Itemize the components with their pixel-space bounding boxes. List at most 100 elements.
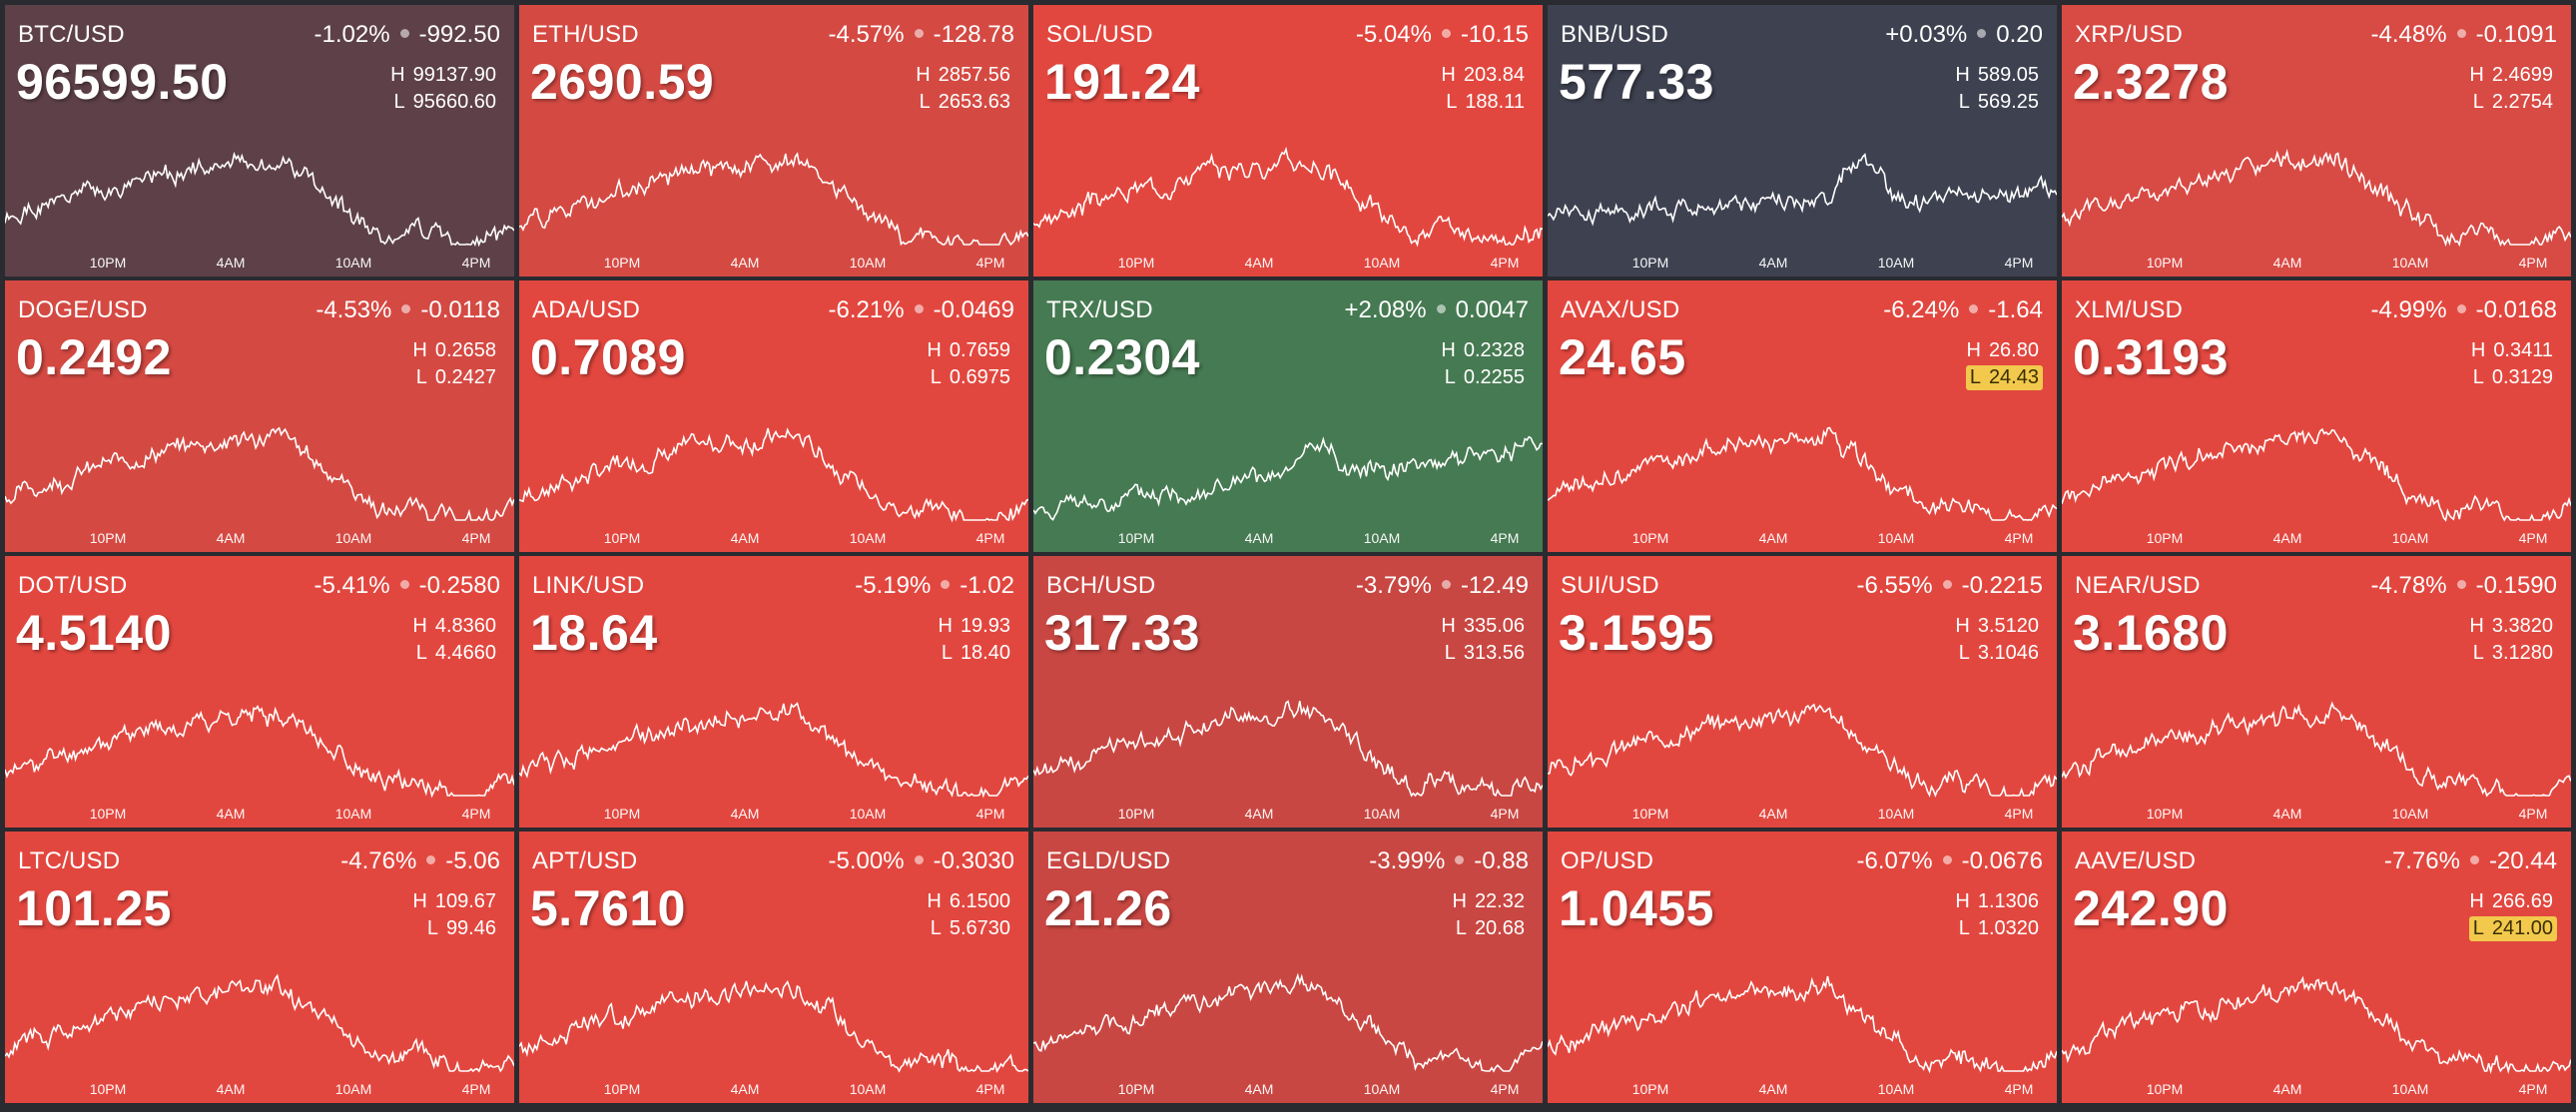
sparkline-chart [1548, 426, 2057, 521]
sparkline-chart [1548, 153, 2057, 227]
sparkline-chart [1033, 146, 1543, 248]
sparkline-series [1548, 153, 2057, 227]
ticker-tile-bch[interactable]: BCH/USD -3.79% -12.49 317.33 H 335.06 L 313.56 1… [1033, 556, 1543, 828]
last-price: 0.3193 [2073, 329, 2229, 385]
time-tick-label: 4PM [2518, 806, 2548, 822]
time-axis: 10PM 4AM 10AM 4PM [5, 1081, 514, 1097]
time-tick-label: 10AM [1363, 1081, 1401, 1097]
last-price: 3.1595 [1559, 605, 1714, 661]
time-axis: 10PM 4AM 10AM 4PM [2062, 806, 2571, 822]
time-tick-label: 4PM [2518, 530, 2548, 546]
change-percent: -3.79% [1355, 572, 1432, 599]
ticker-tile-trx[interactable]: TRX/USD +2.08% 0.0047 0.2304 H 0.2328 L 0.2255 1… [1033, 280, 1543, 552]
high-value: H 203.84 [1441, 64, 1525, 86]
last-price: 242.90 [2073, 880, 2229, 936]
low-value: L 24.43 [1965, 365, 2043, 390]
ticker-tile-btc[interactable]: BTC/USD -1.02% -992.50 96599.50 H 99137.90 L 95… [5, 5, 514, 277]
change-summary: -6.21% -0.0469 [829, 296, 1014, 324]
ticker-tile-dot[interactable]: DOT/USD -5.41% -0.2580 4.5140 H 4.8360 L 4.4660… [5, 556, 514, 828]
high-value: H 3.3820 [2469, 615, 2553, 637]
sparkline-chart [519, 702, 1028, 799]
high-value: H 589.05 [1955, 64, 2039, 86]
high-value: H 99137.90 [390, 64, 496, 86]
time-tick-label: 4AM [216, 1081, 246, 1097]
pair-label: ETH/USD [532, 21, 639, 48]
change-percent: -4.76% [340, 847, 417, 874]
pair-label: APT/USD [532, 847, 638, 874]
time-tick-label: 10PM [89, 1081, 127, 1097]
time-tick-label: 4PM [2004, 1081, 2034, 1097]
change-summary: -4.78% -0.1590 [2371, 572, 2557, 600]
low-value: L 569.25 [1958, 91, 2039, 113]
sparkline-series [1548, 426, 2057, 521]
time-tick-label: 10PM [1117, 806, 1155, 822]
ticker-tile-near[interactable]: NEAR/USD -4.78% -0.1590 3.1680 H 3.3820 L 3.128… [2062, 556, 2571, 828]
last-price: 24.65 [1559, 329, 1686, 385]
pair-label: SOL/USD [1046, 21, 1153, 48]
time-tick-label: 4PM [2004, 806, 2034, 822]
pair-label: AVAX/USD [1561, 296, 1680, 323]
time-tick-label: 10PM [1631, 530, 1669, 546]
time-tick-label: 4PM [975, 806, 1005, 822]
ticker-tile-link[interactable]: LINK/USD -5.19% -1.02 18.64 H 19.93 L 18.40 10PM… [519, 556, 1028, 828]
ticker-tile-xlm[interactable]: XLM/USD -4.99% -0.0168 0.3193 H 0.3411 L 0.3129… [2062, 280, 2571, 552]
change-summary: -5.41% -0.2580 [315, 572, 500, 600]
sparkline-series [5, 151, 514, 248]
high-value: H 26.80 [1966, 339, 2039, 361]
ticker-tile-egld[interactable]: EGLD/USD -3.99% -0.88 21.26 H 22.32 L 20.68 10PM… [1033, 832, 1543, 1103]
high-value: H 0.2658 [412, 339, 496, 361]
sparkline-series [1548, 703, 2057, 798]
time-tick-label: 4PM [1490, 255, 1520, 271]
sparkline-series [519, 427, 1028, 523]
time-tick-label: 4AM [1244, 255, 1274, 271]
sparkline-series [519, 702, 1028, 799]
ticker-tile-op[interactable]: OP/USD -6.07% -0.0676 1.0455 H 1.1306 L 1.0320 1… [1548, 832, 2057, 1103]
time-axis: 10PM 4AM 10AM 4PM [2062, 1081, 2571, 1097]
separator-dot-icon [399, 29, 409, 39]
pair-label: BTC/USD [18, 21, 125, 48]
sparkline-chart [2062, 975, 2571, 1075]
pair-label: BCH/USD [1046, 572, 1156, 599]
low-value: L 18.40 [941, 642, 1010, 664]
high-value: H 19.93 [938, 615, 1010, 637]
time-tick-label: 10PM [1117, 1081, 1155, 1097]
time-axis: 10PM 4AM 10AM 4PM [519, 255, 1028, 271]
time-tick-label: 10AM [2391, 530, 2429, 546]
change-summary: -6.55% -0.2215 [1857, 572, 2043, 600]
ticker-tile-ada[interactable]: ADA/USD -6.21% -0.0469 0.7089 H 0.7659 L 0.6975… [519, 280, 1028, 552]
time-tick-label: 4AM [1758, 806, 1788, 822]
time-axis: 10PM 4AM 10AM 4PM [1033, 806, 1543, 822]
time-tick-label: 4PM [461, 1081, 491, 1097]
ticker-tile-avax[interactable]: AVAX/USD -6.24% -1.64 24.65 H 26.80 L 24.43 10PM… [1548, 280, 2057, 552]
ticker-tile-bnb[interactable]: BNB/USD +0.03% 0.20 577.33 H 589.05 L 569.25 10P… [1548, 5, 2057, 277]
time-tick-label: 10AM [849, 1081, 887, 1097]
ticker-tile-xrp[interactable]: XRP/USD -4.48% -0.1091 2.3278 H 2.4699 L 2.2754… [2062, 5, 2571, 277]
high-value: H 0.2328 [1441, 339, 1525, 361]
time-tick-label: 4PM [2518, 1081, 2548, 1097]
ticker-tile-ltc[interactable]: LTC/USD -4.76% -5.06 101.25 H 109.67 L 99.46 10P… [5, 832, 514, 1103]
time-tick-label: 10AM [334, 806, 372, 822]
change-summary: -5.04% -10.15 [1356, 21, 1529, 49]
ticker-tile-aave[interactable]: AAVE/USD -7.76% -20.44 242.90 H 266.69 L 241.00… [2062, 832, 2571, 1103]
ticker-tile-sui[interactable]: SUI/USD -6.55% -0.2215 3.1595 H 3.5120 L 3.1046… [1548, 556, 2057, 828]
time-tick-label: 10AM [2391, 1081, 2429, 1097]
time-tick-label: 10AM [1363, 255, 1401, 271]
sparkline-chart [519, 427, 1028, 523]
ticker-tile-doge[interactable]: DOGE/USD -4.53% -0.0118 0.2492 H 0.2658 L 0.242… [5, 280, 514, 552]
sparkline-chart [1033, 435, 1543, 521]
time-tick-label: 4AM [730, 806, 760, 822]
change-percent: -6.07% [1856, 847, 1933, 874]
change-percent: -5.19% [855, 572, 932, 599]
ticker-tile-eth[interactable]: ETH/USD -4.57% -128.78 2690.59 H 2857.56 L 2653… [519, 5, 1028, 277]
pair-label: XRP/USD [2075, 21, 2184, 48]
sparkline-chart [519, 152, 1028, 247]
separator-dot-icon [399, 580, 409, 590]
separator-dot-icon [1977, 29, 1987, 39]
ticker-tile-sol[interactable]: SOL/USD -5.04% -10.15 191.24 H 203.84 L 188.11 1… [1033, 5, 1543, 277]
sparkline-series [1033, 972, 1543, 1073]
ticker-tile-apt[interactable]: APT/USD -5.00% -0.3030 5.7610 H 6.1500 L 5.6730… [519, 832, 1028, 1103]
low-value: L 0.2255 [1444, 366, 1525, 388]
change-absolute: -0.0168 [2475, 296, 2557, 323]
change-summary: +2.08% 0.0047 [1345, 296, 1529, 324]
pair-label: OP/USD [1561, 847, 1654, 874]
